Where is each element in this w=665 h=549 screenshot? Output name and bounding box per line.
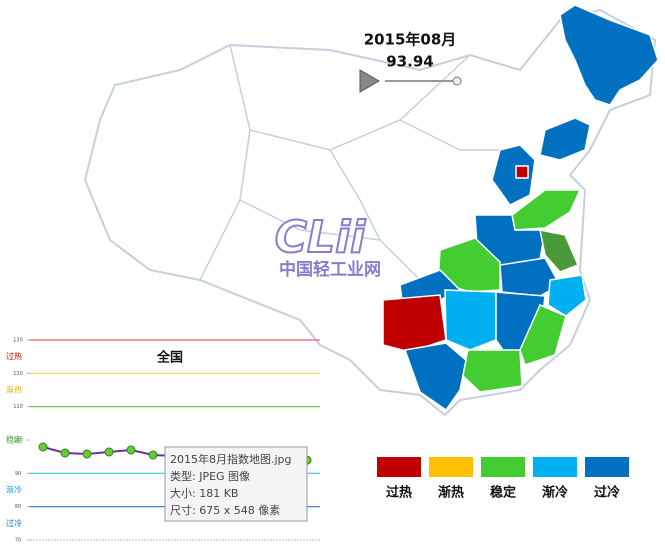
data-point bbox=[104, 447, 114, 457]
province bbox=[444, 289, 497, 351]
tooltip-line: 2015年8月指数地图.jpg bbox=[170, 452, 292, 466]
watermark-site: 中国轻工业网 bbox=[279, 259, 381, 280]
zone-label: 稳定 bbox=[6, 435, 22, 445]
tooltip-line: 大小: 181 KB bbox=[170, 486, 238, 500]
tooltip: 2015年8月指数地图.jpg 类型: JPEG 图像 大小: 181 KB 尺… bbox=[164, 446, 308, 522]
y-tick-label: 110 bbox=[13, 404, 23, 410]
province bbox=[519, 304, 567, 366]
province bbox=[547, 274, 587, 317]
y-tick-label: 130 bbox=[13, 338, 23, 344]
province bbox=[515, 165, 529, 179]
y-tick-label: 90 bbox=[15, 471, 21, 477]
y-tick-label: 70 bbox=[15, 538, 21, 544]
legend-label: 过冷 bbox=[594, 485, 620, 501]
play-button[interactable] bbox=[359, 69, 380, 93]
province bbox=[539, 117, 591, 161]
legend-label: 渐热 bbox=[438, 485, 464, 501]
legend-swatch bbox=[585, 457, 629, 477]
province bbox=[382, 294, 447, 353]
data-point bbox=[38, 442, 48, 452]
map bbox=[83, 4, 659, 417]
y-tick-label: 100 bbox=[13, 438, 23, 444]
province bbox=[559, 4, 659, 106]
chart-title: 全国 bbox=[156, 350, 183, 366]
date: 2015年08月 bbox=[364, 31, 457, 49]
legend-swatch bbox=[377, 457, 421, 477]
legend-label: 稳定 bbox=[490, 485, 516, 501]
slider-handle[interactable] bbox=[452, 76, 462, 86]
data-point bbox=[126, 445, 136, 455]
province bbox=[491, 144, 536, 206]
data-point bbox=[148, 450, 158, 460]
tooltip-box bbox=[164, 446, 308, 522]
zone-label: 渐热 bbox=[6, 385, 22, 395]
data-point bbox=[82, 449, 92, 459]
y-tick-label: 80 bbox=[15, 504, 21, 510]
tooltip-line: 类型: JPEG 图像 bbox=[170, 469, 250, 483]
zone-label: 过热 bbox=[6, 351, 22, 361]
legend-label: 过热 bbox=[386, 485, 412, 501]
zone-label: 渐冷 bbox=[6, 485, 22, 495]
data-point bbox=[60, 448, 70, 458]
province-borders bbox=[199, 44, 500, 281]
legend-label: 渐冷 bbox=[542, 485, 568, 501]
watermark-logo: CLii bbox=[275, 212, 366, 263]
legend-swatch bbox=[481, 457, 525, 477]
y-tick-label: 120 bbox=[13, 371, 23, 377]
legend-swatch bbox=[429, 457, 473, 477]
index-value: 93.94 bbox=[386, 53, 433, 71]
province bbox=[539, 229, 579, 273]
zone-label: 过冷 bbox=[6, 518, 22, 528]
map-legend: 过热 渐热 稳定 渐冷 过冷 bbox=[377, 457, 629, 501]
tooltip-line: 尺寸: 675 x 548 像素 bbox=[170, 503, 280, 517]
legend-swatch bbox=[533, 457, 577, 477]
province bbox=[403, 342, 467, 412]
